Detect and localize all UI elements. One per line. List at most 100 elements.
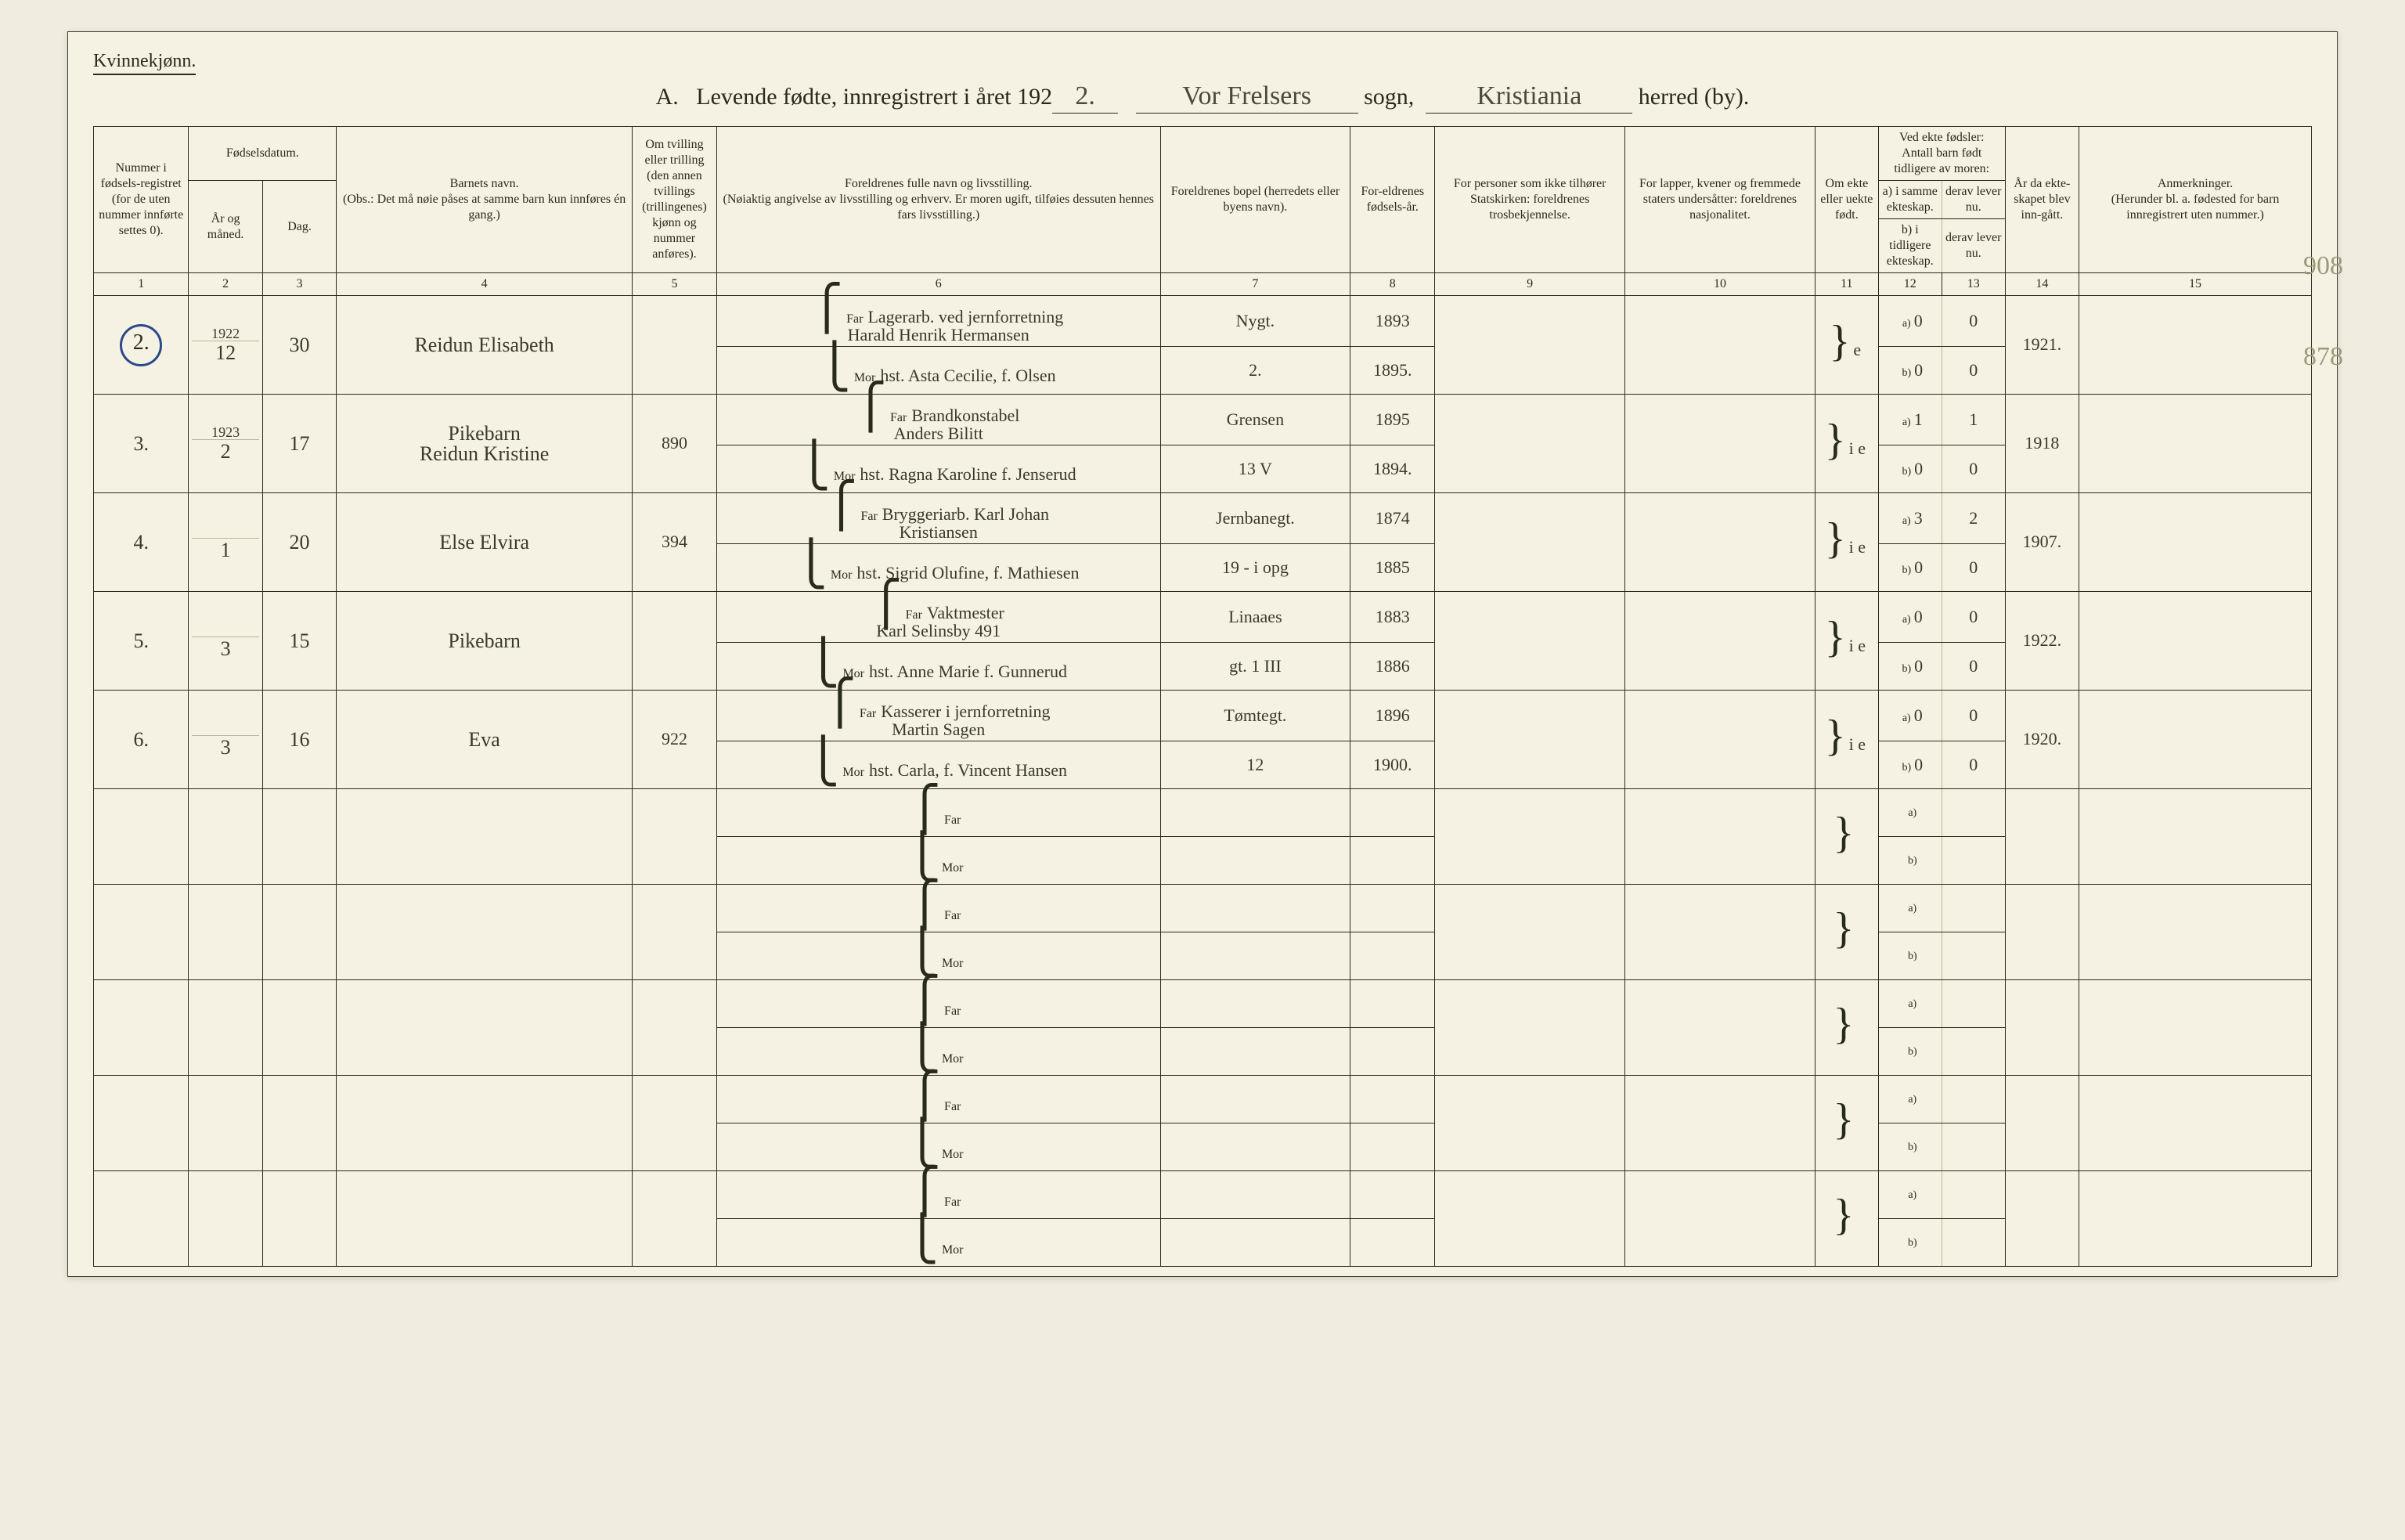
side-annotation: 908	[2303, 251, 2343, 281]
cell-a-samme: a) 0	[1878, 691, 1942, 741]
cell-tros	[1435, 691, 1625, 789]
hdr-col12b: derav lever nu.	[1942, 181, 2005, 219]
hdr-col8: For-eldrenes fødsels-år.	[1350, 127, 1435, 273]
cell-ekte: }i e	[1815, 592, 1878, 691]
gender-label: Kvinnekjønn.	[93, 51, 196, 75]
colnum-3: 3	[262, 273, 336, 296]
cell-far: ⎧FarBrandkonstabelAnders Bilitt	[716, 395, 1160, 445]
colnum-5: 5	[633, 273, 717, 296]
colnum-1: 1	[94, 273, 189, 296]
cell-bopel-mor: 19 - i opg	[1160, 544, 1350, 592]
cell-fy-far: 1895	[1350, 395, 1435, 445]
hdr-col7: Foreldrenes bopel (herredets eller byens…	[1160, 127, 1350, 273]
cell-b-tidl: b) 0	[1878, 741, 1942, 789]
cell-name: Eva	[337, 691, 633, 789]
cell-number: 5.	[94, 592, 189, 691]
colnum-6: 6	[716, 273, 1160, 296]
colnum-15: 15	[2079, 273, 2312, 296]
cell-a-lever: 1	[1942, 395, 2005, 445]
cell-year-month: 3	[189, 691, 262, 789]
cell-twin: 394	[633, 493, 717, 592]
cell-ekte: }i e	[1815, 493, 1878, 592]
cell-a-samme: a) 3	[1878, 493, 1942, 544]
cell-bopel-far: Nygt.	[1160, 296, 1350, 347]
cell-number: 2.	[94, 296, 189, 395]
cell-fy-mor: 1894.	[1350, 445, 1435, 493]
cell-tros	[1435, 395, 1625, 493]
cell-day: 20	[262, 493, 336, 592]
hdr-col10: For lapper, kvener og fremmede staters u…	[1625, 127, 1815, 273]
cell-b-lever: 0	[1942, 544, 2005, 592]
cell-twin: 890	[633, 395, 717, 493]
cell-bopel-far: Jernbanegt.	[1160, 493, 1350, 544]
cell-fy-far: 1874	[1350, 493, 1435, 544]
colnum-4: 4	[337, 273, 633, 296]
hdr-col12-top: Ved ekte fødsler: Antall barn født tidli…	[1878, 127, 2005, 181]
cell-year-month: 3	[189, 592, 262, 691]
cell-bopel-mor: gt. 1 III	[1160, 643, 1350, 691]
cell-far: ⎧FarLagerarb. ved jernforretningHarald H…	[716, 296, 1160, 347]
cell-a-lever: 0	[1942, 296, 2005, 347]
cell-twin	[633, 296, 717, 395]
register-table: Nummer i fødsels-registret (for de uten …	[93, 126, 2312, 1267]
colnum-12: 12	[1878, 273, 1942, 296]
cell-mor: ⎩Morhst. Sigrid Olufine, f. Mathiesen	[716, 544, 1160, 592]
cell-name: Pikebarn Reidun Kristine	[337, 395, 633, 493]
form-title: A. Levende fødte, innregistrert i året 1…	[93, 81, 2312, 114]
cell-a-lever: 2	[1942, 493, 2005, 544]
cell-far: ⎧FarBryggeriarb. Karl JohanKristiansen	[716, 493, 1160, 544]
cell-b-tidl: b) 0	[1878, 445, 1942, 493]
colnum-11: 11	[1815, 273, 1878, 296]
colnum-10: 10	[1625, 273, 1815, 296]
cell-fy-mor: 1885	[1350, 544, 1435, 592]
cell-bopel-far: Tømtegt.	[1160, 691, 1350, 741]
cell-fy-far: 1883	[1350, 592, 1435, 643]
cell-bopel-mor: 12	[1160, 741, 1350, 789]
cell-name: Else Elvira	[337, 493, 633, 592]
cell-bopel-mor: 13 V	[1160, 445, 1350, 493]
cell-ekteaar: 1920.	[2005, 691, 2079, 789]
cell-anm	[2079, 691, 2312, 789]
cell-mor: ⎩Morhst. Anne Marie f. Gunnerud	[716, 643, 1160, 691]
cell-day: 15	[262, 592, 336, 691]
data-row-3-far: 4. 120Else Elvira394⎧FarBryggeriarb. Kar…	[94, 493, 2312, 544]
cell-far: ⎧FarKasserer i jernforretningMartin Sage…	[716, 691, 1160, 741]
cell-b-lever: 0	[1942, 741, 2005, 789]
data-row-4-far: 5. 315Pikebarn⎧FarVaktmesterKarl Selinsb…	[94, 592, 2312, 643]
title-sogn: Vor Frelsers	[1136, 81, 1358, 114]
cell-year-month: 192212	[189, 296, 262, 395]
colnum-14: 14	[2005, 273, 2079, 296]
cell-b-lever: 0	[1942, 643, 2005, 691]
title-year-suffix: 2.	[1052, 81, 1118, 114]
cell-a-samme: a) 1	[1878, 395, 1942, 445]
cell-a-lever: 0	[1942, 691, 2005, 741]
cell-name: Pikebarn	[337, 592, 633, 691]
cell-tros	[1435, 296, 1625, 395]
hdr-col11: Om ekte eller uekte født.	[1815, 127, 1878, 273]
hdr-col12a: a) i samme ekteskap.	[1878, 181, 1942, 219]
cell-day: 17	[262, 395, 336, 493]
title-herred: Kristiania	[1426, 81, 1632, 114]
cell-b-tidl: b) 0	[1878, 544, 1942, 592]
cell-fy-mor: 1886	[1350, 643, 1435, 691]
cell-mor: ⎩Morhst. Ragna Karoline f. Jenserud	[716, 445, 1160, 493]
cell-tros	[1435, 493, 1625, 592]
cell-ekte: }i e	[1815, 691, 1878, 789]
cell-twin	[633, 592, 717, 691]
cell-anm	[2079, 493, 2312, 592]
cell-nasj	[1625, 691, 1815, 789]
title-printed-1: Levende fødte, innregistrert i året 192	[696, 84, 1052, 110]
hdr-col1: Nummer i fødsels-registret (for de uten …	[94, 127, 189, 273]
title-printed-2: sogn,	[1364, 84, 1414, 110]
hdr-col12c: b) i tidligere ekteskap.	[1878, 219, 1942, 273]
cell-nasj	[1625, 592, 1815, 691]
cell-b-tidl: b) 0	[1878, 643, 1942, 691]
hdr-col4: Barnets navn. (Obs.: Det må nøie påses a…	[337, 127, 633, 273]
hdr-col14: År da ekte-skapet blev inn-gått.	[2005, 127, 2079, 273]
cell-b-tidl: b) 0	[1878, 347, 1942, 395]
cell-fy-mor: 1895.	[1350, 347, 1435, 395]
cell-ekteaar: 1922.	[2005, 592, 2079, 691]
cell-ekteaar: 1918	[2005, 395, 2079, 493]
title-printed-3: herred (by).	[1639, 84, 1750, 110]
hdr-col15: Anmerkninger. (Herunder bl. a. fødested …	[2079, 127, 2312, 273]
